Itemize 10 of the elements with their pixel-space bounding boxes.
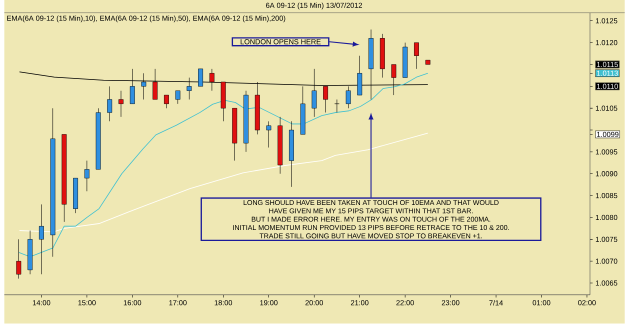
candlestick	[334, 99, 340, 114]
candlestick	[164, 95, 169, 109]
candlestick	[84, 160, 90, 192]
candlestick	[118, 90, 124, 118]
candlestick	[38, 204, 44, 275]
candlestick	[107, 86, 112, 122]
candlestick	[175, 90, 180, 104]
candlestick	[266, 121, 272, 148]
candlestick	[16, 239, 22, 280]
candlestick	[414, 42, 419, 70]
